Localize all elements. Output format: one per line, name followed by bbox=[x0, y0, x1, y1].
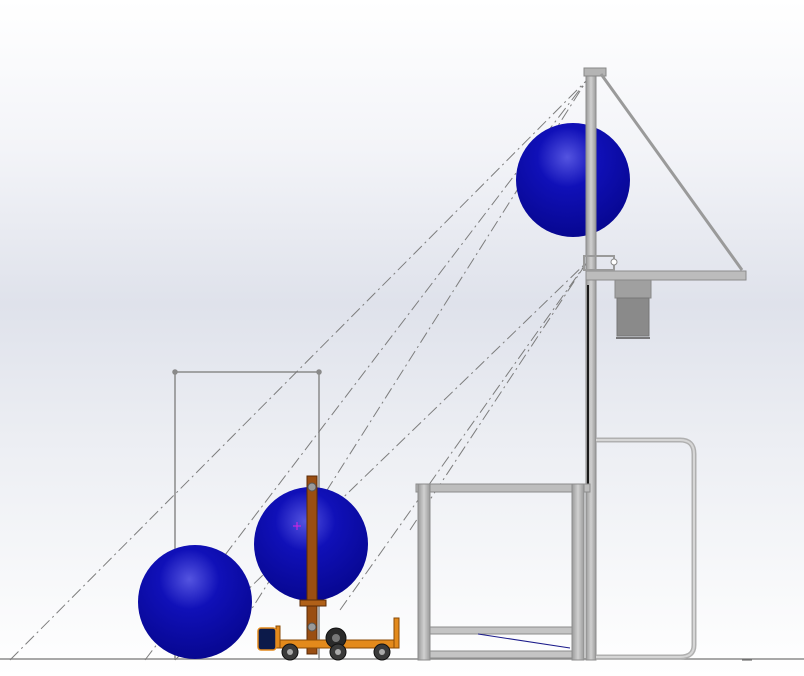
base-frame[interactable] bbox=[415, 483, 591, 661]
origin-marker bbox=[293, 522, 301, 530]
robot-lift[interactable] bbox=[257, 475, 400, 661]
goal-tower[interactable] bbox=[583, 67, 747, 661]
ball-on-floor[interactable] bbox=[138, 545, 252, 659]
ball-in-goal[interactable] bbox=[516, 123, 630, 237]
